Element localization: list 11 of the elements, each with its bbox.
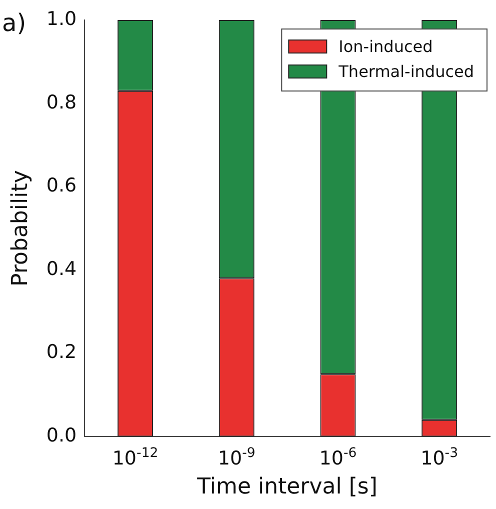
- y-tick-label: 0.6: [46, 174, 77, 197]
- y-tick-label: 0.0: [46, 424, 77, 447]
- legend-label: Thermal-induced: [338, 62, 474, 81]
- text: a): [2, 9, 26, 37]
- x-axis-title: Time interval [s]: [196, 474, 378, 500]
- y-tick-label: 0.8: [46, 91, 77, 114]
- y-axis-title: Probability: [8, 170, 33, 286]
- y-tick-label: 0.4: [46, 258, 77, 280]
- y-tick-label: 1.0: [46, 8, 77, 30]
- y-tick-label: 0.2: [46, 341, 77, 364]
- legend-label: Ion-induced: [338, 37, 433, 56]
